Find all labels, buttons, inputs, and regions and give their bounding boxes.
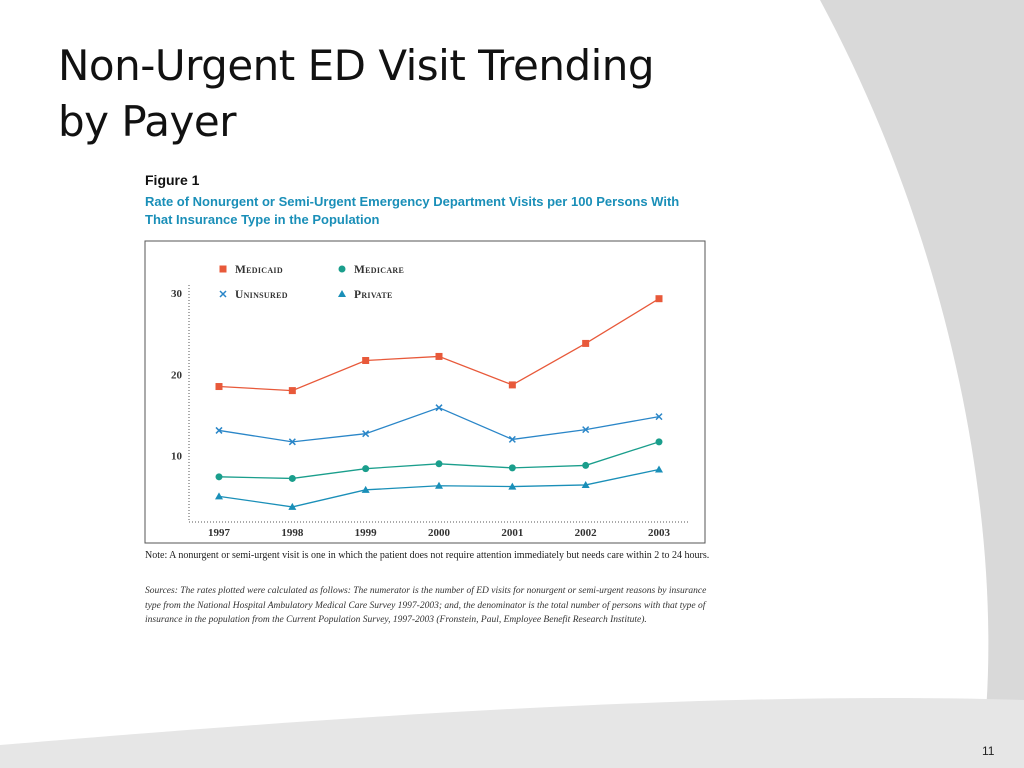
slide-title-line2: by Payer xyxy=(58,97,237,146)
legend-label-medicaid: Medicaid xyxy=(235,264,283,276)
data-point-medicare xyxy=(362,465,370,473)
x-tick-label: 2000 xyxy=(428,527,451,539)
y-tick-label: 10 xyxy=(171,451,183,463)
background-swoosh-bottom xyxy=(0,698,1024,768)
legend-marker-medicaid xyxy=(219,265,227,273)
data-point-private xyxy=(655,465,663,473)
background-swoosh-right xyxy=(820,0,1024,768)
data-point-private xyxy=(508,482,517,490)
figure-sources: Sources: The rates plotted were calculat… xyxy=(145,586,707,625)
figure-note: Note: A nonurgent or semi-urgent visit i… xyxy=(145,550,710,561)
x-tick-label: 1997 xyxy=(208,527,231,539)
legend-item-uninsured: Uninsured xyxy=(219,289,288,301)
data-point-medicaid xyxy=(215,383,223,391)
figure-label: Figure 1 xyxy=(145,172,200,188)
y-tick-label: 30 xyxy=(171,288,183,300)
x-ticks: 1997 1998 1999 2000 2001 2002 2003 xyxy=(208,527,671,539)
series-medicare xyxy=(215,438,663,482)
x-tick-label: 1998 xyxy=(281,527,304,539)
series-medicaid xyxy=(215,295,663,395)
data-point-private xyxy=(288,502,297,510)
data-point-medicaid xyxy=(655,295,663,303)
legend-marker-private xyxy=(338,290,346,297)
x-tick-label: 2003 xyxy=(648,527,671,539)
series-layer xyxy=(215,295,663,510)
figure-caption: Rate of Nonurgent or Semi-Urgent Emergen… xyxy=(145,194,680,227)
y-tick-label: 20 xyxy=(171,369,183,381)
series-uninsured xyxy=(215,404,663,446)
page-number: 11 xyxy=(982,744,995,758)
data-point-uninsured xyxy=(362,430,370,438)
legend-item-private: Private xyxy=(338,289,393,301)
figure-panel: Figure 1 Rate of Nonurgent or Semi-Urgen… xyxy=(140,168,710,648)
chart-frame xyxy=(144,240,706,544)
y-ticks: 30 20 10 xyxy=(171,288,183,463)
legend: Medicaid Medicare Uninsured Private xyxy=(219,264,404,301)
x-tick-label: 1999 xyxy=(355,527,378,539)
legend-label-medicare: Medicare xyxy=(354,264,404,276)
legend-marker-medicare xyxy=(338,265,346,273)
data-point-medicare xyxy=(655,438,663,446)
data-point-uninsured xyxy=(435,404,443,412)
data-point-medicare xyxy=(435,460,443,468)
data-point-private xyxy=(215,492,223,500)
x-tick-label: 2002 xyxy=(575,527,598,539)
legend-item-medicare: Medicare xyxy=(338,264,404,276)
legend-item-medicaid: Medicaid xyxy=(219,264,283,276)
data-point-medicaid xyxy=(582,339,590,347)
legend-marker-uninsured xyxy=(219,290,227,298)
slide-title-line1: Non-Urgent ED Visit Trending xyxy=(58,41,655,90)
data-point-medicaid xyxy=(435,352,443,360)
data-point-medicaid xyxy=(288,387,296,395)
data-point-medicare xyxy=(215,473,223,481)
series-private xyxy=(215,465,663,510)
slide-title: Non-Urgent ED Visit Trending by Payer xyxy=(58,38,655,150)
data-point-uninsured xyxy=(215,426,223,434)
data-point-private xyxy=(361,485,370,493)
x-tick-label: 2001 xyxy=(501,527,523,539)
data-point-uninsured xyxy=(582,426,590,434)
data-point-medicare xyxy=(582,461,590,469)
data-point-uninsured xyxy=(508,435,516,443)
data-point-medicaid xyxy=(508,381,516,389)
data-point-medicaid xyxy=(362,357,370,365)
data-point-uninsured xyxy=(655,413,663,421)
legend-label-private: Private xyxy=(354,289,393,301)
data-point-medicare xyxy=(508,464,516,472)
data-point-uninsured xyxy=(288,438,296,446)
data-point-private xyxy=(581,480,590,488)
data-point-medicare xyxy=(288,474,296,482)
legend-label-uninsured: Uninsured xyxy=(235,289,288,301)
data-point-private xyxy=(435,481,443,489)
